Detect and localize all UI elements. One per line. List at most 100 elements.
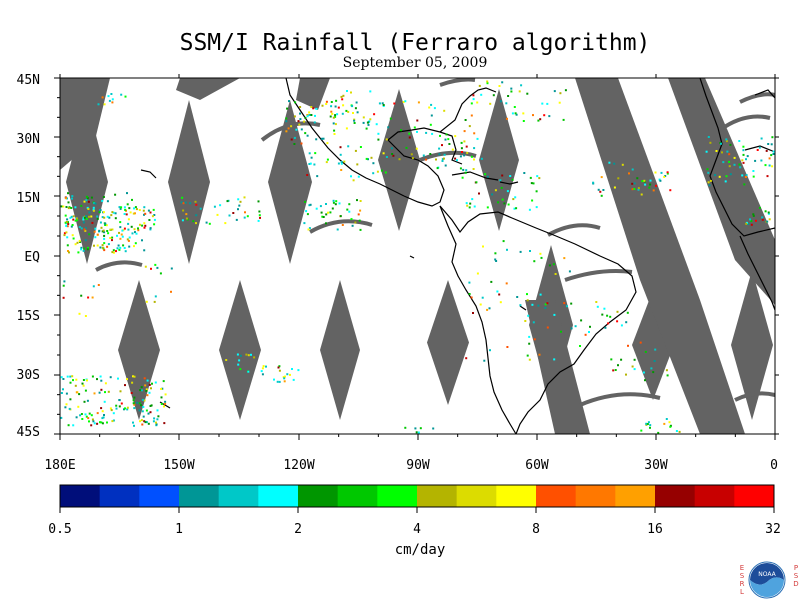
rain-pixel: [631, 188, 634, 191]
rain-pixel: [443, 153, 446, 156]
rain-pixel: [348, 203, 351, 206]
rain-pixel: [121, 229, 124, 232]
lat-label-eq: EQ: [24, 250, 40, 265]
rain-pixel: [138, 402, 141, 405]
rain-pixel: [124, 384, 126, 387]
rain-pixel: [637, 187, 640, 190]
rain-pixel: [244, 211, 246, 214]
rain-pixel: [84, 229, 87, 232]
rain-pixel: [350, 91, 352, 94]
rain-pixel: [114, 217, 117, 220]
swath-edge-arc: [547, 223, 601, 237]
swath-edge-arc: [439, 77, 476, 87]
rain-pixel: [322, 137, 325, 140]
rain-pixel: [319, 205, 322, 208]
lon-label-60w: 60W: [525, 458, 549, 473]
rain-pixel: [503, 202, 506, 205]
rain-pixel: [429, 123, 432, 126]
rain-pixel: [118, 248, 121, 251]
rain-pixel: [384, 171, 387, 174]
rain-pixel: [741, 159, 744, 162]
rain-pixel: [601, 313, 604, 316]
rain-pixel: [72, 424, 75, 427]
rain-pixel: [116, 247, 119, 250]
rain-pixel: [304, 116, 307, 119]
rain-pixel: [330, 110, 333, 113]
rain-pixel: [725, 140, 728, 143]
no-data-swath: [575, 78, 745, 434]
rain-pixel: [81, 382, 84, 385]
rain-pixel: [365, 127, 368, 130]
rain-pixel: [260, 370, 263, 373]
coastline: [140, 169, 157, 179]
rain-pixel: [100, 388, 103, 391]
rain-pixel: [631, 365, 634, 368]
rain-pixel: [297, 369, 300, 372]
rain-pixel: [353, 118, 356, 121]
rain-pixel: [335, 99, 338, 102]
rain-pixel: [64, 221, 67, 224]
rain-pixel: [746, 155, 749, 158]
rain-pixel: [526, 354, 529, 357]
rain-pixel: [82, 379, 85, 381]
rain-pixel: [78, 239, 81, 242]
rain-pixel: [366, 121, 369, 124]
rain-pixel: [617, 364, 619, 367]
rain-pixel: [273, 378, 275, 381]
rain-pixel: [276, 380, 279, 383]
rain-pixel: [78, 393, 81, 396]
rain-pixel: [185, 213, 188, 216]
rain-pixel: [494, 189, 497, 192]
map-date: September 05, 2009: [342, 55, 488, 71]
rain-pixel: [312, 107, 315, 110]
rain-pixel: [66, 375, 69, 378]
rain-pixel: [459, 155, 462, 158]
rain-pixel: [133, 407, 136, 410]
rain-pixel: [284, 375, 286, 378]
rain-pixel: [548, 264, 551, 267]
rain-pixel: [143, 249, 146, 252]
rain-pixel: [597, 188, 600, 191]
rain-pixel: [127, 239, 130, 242]
rain-pixel: [535, 206, 538, 209]
rain-pixel: [85, 415, 88, 418]
rain-pixel: [416, 119, 419, 122]
rain-pixel: [510, 87, 513, 90]
rain-pixel: [472, 168, 475, 170]
rain-pixel: [72, 215, 75, 218]
rain-pixel: [428, 106, 431, 109]
colorbar-swatch: [417, 485, 458, 507]
coastline: [451, 171, 499, 181]
rain-pixel: [752, 213, 755, 216]
rain-pixel: [69, 375, 72, 378]
rain-pixel: [519, 304, 522, 307]
rain-pixel: [155, 421, 157, 424]
rain-pixel: [285, 117, 288, 120]
rain-pixel: [722, 161, 725, 164]
rain-pixel: [64, 197, 67, 200]
rain-pixel: [325, 222, 327, 225]
rain-pixel: [107, 390, 110, 393]
coastline: [409, 255, 415, 259]
rain-pixel: [149, 228, 152, 231]
rain-pixel: [460, 141, 463, 144]
rain-pixel: [142, 415, 145, 418]
rain-pixel: [442, 157, 445, 160]
rain-pixel: [633, 368, 636, 371]
rain-pixel: [498, 85, 501, 87]
rain-pixel: [709, 179, 712, 182]
rain-pixel: [135, 208, 138, 211]
rain-pixel: [99, 375, 102, 378]
rain-pixel: [109, 228, 112, 231]
rain-pixel: [310, 106, 313, 108]
rain-pixel: [87, 200, 90, 203]
rain-pixel: [78, 226, 81, 228]
rain-pixel: [309, 203, 312, 206]
rain-pixel: [465, 202, 468, 205]
rain-pixel: [145, 409, 148, 412]
rain-pixel: [356, 199, 358, 202]
rain-pixel: [139, 420, 141, 423]
rain-pixel: [192, 220, 195, 223]
rain-pixel: [373, 113, 376, 116]
coastline: [519, 305, 527, 311]
